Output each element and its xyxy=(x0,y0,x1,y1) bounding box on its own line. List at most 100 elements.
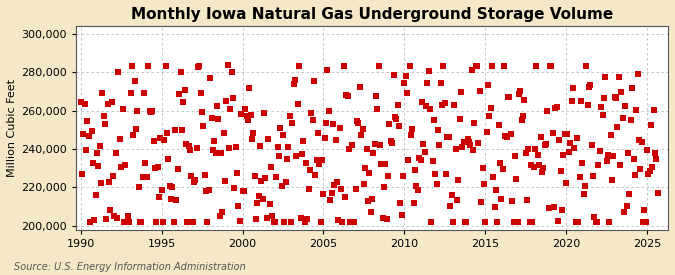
Point xyxy=(199,172,210,177)
Point xyxy=(222,63,233,68)
Point xyxy=(267,213,277,218)
Point xyxy=(642,148,653,152)
Point xyxy=(296,152,307,156)
Point xyxy=(237,188,248,193)
Point xyxy=(379,185,389,189)
Point xyxy=(259,110,269,115)
Point xyxy=(340,195,350,199)
Point xyxy=(311,158,322,163)
Point xyxy=(433,128,443,132)
Point xyxy=(211,103,222,108)
Point xyxy=(589,214,600,219)
Point xyxy=(233,204,244,208)
Point xyxy=(411,184,422,188)
Point xyxy=(130,79,140,83)
Point xyxy=(99,114,109,119)
Point xyxy=(302,217,313,222)
Point xyxy=(566,99,577,104)
Point xyxy=(564,150,574,154)
Point xyxy=(530,147,541,151)
Point xyxy=(250,217,261,222)
Point xyxy=(485,106,496,110)
Point xyxy=(628,157,639,161)
Point xyxy=(399,81,410,86)
Point xyxy=(398,174,408,178)
Point xyxy=(325,198,335,202)
Point xyxy=(452,197,462,202)
Point xyxy=(597,113,608,117)
Point xyxy=(429,118,439,122)
Point xyxy=(291,153,302,158)
Point xyxy=(491,188,502,192)
Point xyxy=(300,161,311,166)
Point xyxy=(323,109,334,114)
Point xyxy=(111,150,122,155)
Point xyxy=(230,145,241,149)
Point xyxy=(596,105,607,109)
Point xyxy=(124,220,135,224)
Point xyxy=(171,198,182,202)
Point xyxy=(146,109,157,113)
Point xyxy=(275,126,286,130)
Point xyxy=(286,220,296,224)
Point xyxy=(221,99,232,103)
Point xyxy=(497,167,508,171)
Point xyxy=(372,106,383,111)
Point xyxy=(140,160,151,165)
Point xyxy=(97,91,108,95)
Point xyxy=(653,191,664,195)
Point xyxy=(81,147,92,152)
Point xyxy=(112,216,123,221)
Point xyxy=(583,103,593,108)
Point xyxy=(186,174,196,178)
Point xyxy=(104,179,115,184)
Point xyxy=(483,82,493,87)
Title: Monthly Iowa Natural Gas Underground Storage Volume: Monthly Iowa Natural Gas Underground Sto… xyxy=(131,7,613,22)
Point xyxy=(123,214,134,218)
Point xyxy=(526,163,537,167)
Point xyxy=(269,220,280,224)
Point xyxy=(645,169,655,173)
Point xyxy=(322,68,333,72)
Point xyxy=(288,82,299,87)
Point xyxy=(481,130,492,134)
Point xyxy=(423,69,434,73)
Point xyxy=(510,154,520,159)
Point xyxy=(514,92,524,96)
Point xyxy=(622,204,632,208)
Point xyxy=(375,143,385,147)
Point xyxy=(472,64,483,68)
Point xyxy=(335,187,346,191)
Point xyxy=(313,131,323,136)
Point xyxy=(426,220,437,224)
Point xyxy=(369,142,380,146)
Point xyxy=(547,130,558,135)
Point xyxy=(438,64,449,68)
Point xyxy=(349,220,360,224)
Point xyxy=(454,117,465,122)
Point xyxy=(187,220,198,224)
Point xyxy=(232,171,242,175)
Point xyxy=(584,85,595,89)
Point xyxy=(109,214,120,218)
Point xyxy=(348,220,358,224)
Point xyxy=(556,169,566,173)
Point xyxy=(306,111,317,116)
Point xyxy=(635,167,646,171)
Point xyxy=(380,162,391,167)
Point xyxy=(364,171,375,175)
Point xyxy=(404,64,415,68)
Point xyxy=(476,200,487,204)
Point xyxy=(242,117,253,122)
Point xyxy=(361,147,372,151)
Point xyxy=(469,120,480,125)
Point xyxy=(119,220,130,224)
Point xyxy=(209,139,219,144)
Point xyxy=(565,141,576,145)
Point xyxy=(76,100,86,105)
Point xyxy=(507,199,518,203)
Point xyxy=(200,189,211,194)
Point xyxy=(607,178,618,182)
Point xyxy=(321,121,331,125)
Point xyxy=(226,69,237,74)
